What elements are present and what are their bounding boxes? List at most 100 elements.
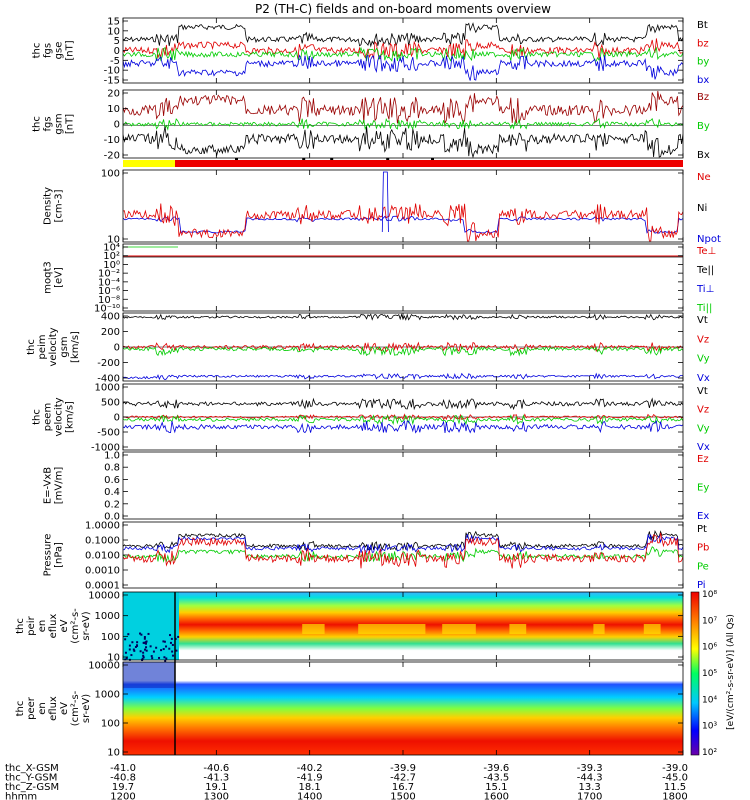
legend-ti⊥: Ti⊥ bbox=[696, 284, 714, 295]
ytick-label: -400 bbox=[97, 374, 120, 385]
spectrogram-speckle bbox=[130, 654, 133, 657]
spectrogram-peir-burst bbox=[442, 624, 476, 634]
spectrogram-speckle bbox=[144, 648, 147, 651]
panel-density: Density [cm-3] 100 10 Ne Ni Npot bbox=[43, 169, 721, 246]
ytick-label: -1000 bbox=[91, 443, 120, 454]
ytick-label: 0.0001 bbox=[85, 581, 120, 592]
xaxis-value: -41.0 bbox=[110, 763, 136, 774]
spectrogram-peer bbox=[123, 662, 683, 755]
panel-frame-fgs_gse bbox=[122, 17, 684, 84]
ylabel-pressure: [nPa] bbox=[54, 542, 65, 568]
ylabel-peir: eflux bbox=[48, 614, 59, 639]
ylabel-peim_vel: thc bbox=[26, 339, 37, 355]
xaxis-value: 1200 bbox=[110, 792, 135, 800]
series-peim-Vz bbox=[123, 341, 683, 353]
ylabel-peim_vel: velocity bbox=[48, 327, 59, 366]
xaxis-value: 13.3 bbox=[579, 782, 601, 793]
spectrogram-speckle bbox=[124, 638, 127, 641]
axis-layer bbox=[122, 17, 684, 756]
xaxis-value: 1500 bbox=[390, 792, 415, 800]
spectrogram-speckle bbox=[147, 632, 150, 635]
spectrogram-speckle bbox=[142, 641, 145, 644]
spectrogram-speckle bbox=[163, 656, 166, 659]
ylabel-peir: eV bbox=[59, 619, 70, 632]
xaxis-value: -39.3 bbox=[577, 763, 603, 774]
series-peem-Vt bbox=[123, 397, 683, 411]
ylabel-fgs_gse: fgs bbox=[43, 43, 54, 58]
ylabel-temperature: [eV] bbox=[54, 267, 65, 288]
ylabel-peir: (cm²-s- bbox=[70, 608, 81, 644]
legend-vt: Vt bbox=[697, 315, 708, 326]
status-bar-tick bbox=[386, 158, 390, 160]
series-Pe bbox=[123, 546, 683, 563]
spectrogram-speckle bbox=[177, 635, 180, 638]
ytick-label: -500 bbox=[97, 428, 120, 439]
xaxis-value: -41.9 bbox=[297, 773, 323, 784]
spectrogram-speckle bbox=[127, 633, 130, 636]
ylabel-fgs_gsm: fgs bbox=[43, 116, 54, 131]
spectrogram-speckle bbox=[168, 634, 171, 637]
spectrogram-speckle bbox=[142, 651, 145, 654]
ylabel-peim_vel: [km/s] bbox=[70, 331, 81, 363]
series-Bz bbox=[123, 90, 683, 125]
series-Pt bbox=[123, 529, 683, 552]
colorbar-label: [eV/(cm²-s-sr-eV)] (All Qs) bbox=[726, 614, 736, 730]
panel-fgs_gsm: thc fgs gsm [nT] 20 10 0 -10 -20 Bz By Bx bbox=[32, 89, 710, 162]
ylabel-peer: en bbox=[37, 702, 48, 715]
legend-pt: Pt bbox=[697, 524, 707, 535]
status-bar-tick bbox=[431, 158, 434, 160]
xaxis-value: 1300 bbox=[204, 792, 229, 800]
ylabel-efield: [mV/m] bbox=[54, 467, 65, 505]
series-Pi bbox=[123, 533, 683, 554]
colorbar-ticks: 10⁸ 10⁷ 10⁶ 10⁵ 10⁴ 10³ 10² bbox=[702, 590, 717, 758]
xaxis-value: 11.5 bbox=[664, 782, 686, 793]
xaxis-value: -39.9 bbox=[390, 763, 416, 774]
xaxis-value: 1600 bbox=[484, 792, 509, 800]
xaxis-value: 1800 bbox=[662, 792, 687, 800]
density-spike bbox=[381, 171, 389, 233]
spectrogram-speckle bbox=[143, 637, 146, 640]
legend-pb: Pb bbox=[697, 543, 709, 554]
ytick-label: 0 bbox=[114, 120, 120, 131]
legend-bt: Bt bbox=[697, 20, 708, 31]
series-peem-Vz bbox=[123, 413, 683, 421]
spectrogram-speckle bbox=[155, 646, 158, 649]
ytick-label: 10⁻² bbox=[98, 269, 120, 280]
panel-pressure: Pressure [nPa] 1.0000 0.1000 0.0100 0.0010 0.0… bbox=[43, 521, 710, 592]
legend-vt: Vt bbox=[697, 386, 708, 397]
series-bx bbox=[123, 54, 683, 81]
spectrogram-speckle bbox=[125, 657, 128, 660]
spectrogram-peir-early bbox=[123, 592, 179, 660]
ylabel-fgs_gsm: gsm bbox=[54, 113, 65, 134]
ytick-label: 100 bbox=[101, 719, 120, 730]
xaxis-row-label: hhmm bbox=[5, 792, 37, 800]
legend-by: by bbox=[697, 57, 709, 68]
ytick-label: 5 bbox=[114, 36, 120, 47]
series-bz bbox=[123, 38, 683, 60]
ytick-label: 0 bbox=[114, 343, 120, 354]
ylabel-peer: eflux bbox=[48, 696, 59, 721]
ylabel-peir: en bbox=[37, 620, 48, 633]
ylabel-peer: eV bbox=[59, 702, 70, 715]
panel-efield: E=-VxB [mV/m] 1.00.80.60.40.2 0.0 Ez Ey Ex bbox=[43, 451, 710, 523]
legend-te⊥: Te⊥ bbox=[696, 246, 716, 257]
status-bar-tick bbox=[330, 158, 334, 160]
spectrogram-speckle bbox=[124, 658, 127, 661]
xaxis-value: -43.5 bbox=[483, 773, 509, 784]
legend-bz: bz bbox=[697, 38, 709, 49]
data-layer bbox=[123, 22, 683, 755]
spectrogram-speckle bbox=[139, 632, 142, 635]
spectrogram-peer-early bbox=[123, 662, 175, 688]
ytick-label: 10 bbox=[107, 653, 120, 664]
panel-peim_vel: thc peim velocity gsm [km/s] 400 200 0 -200 -400 V… bbox=[26, 312, 710, 385]
spectrogram-speckle bbox=[142, 656, 145, 659]
legend-bx: Bx bbox=[697, 150, 710, 161]
spectrogram-speckle bbox=[171, 643, 174, 646]
ylabel-peem_vel: [km/s] bbox=[65, 401, 76, 433]
ylabel-fgs_gsm: thc bbox=[32, 116, 43, 132]
ytick-label: -10 bbox=[104, 66, 120, 77]
colorbar-gradient bbox=[690, 591, 700, 756]
xaxis-value: -45.0 bbox=[662, 773, 688, 784]
spectrogram-speckle bbox=[143, 636, 146, 639]
